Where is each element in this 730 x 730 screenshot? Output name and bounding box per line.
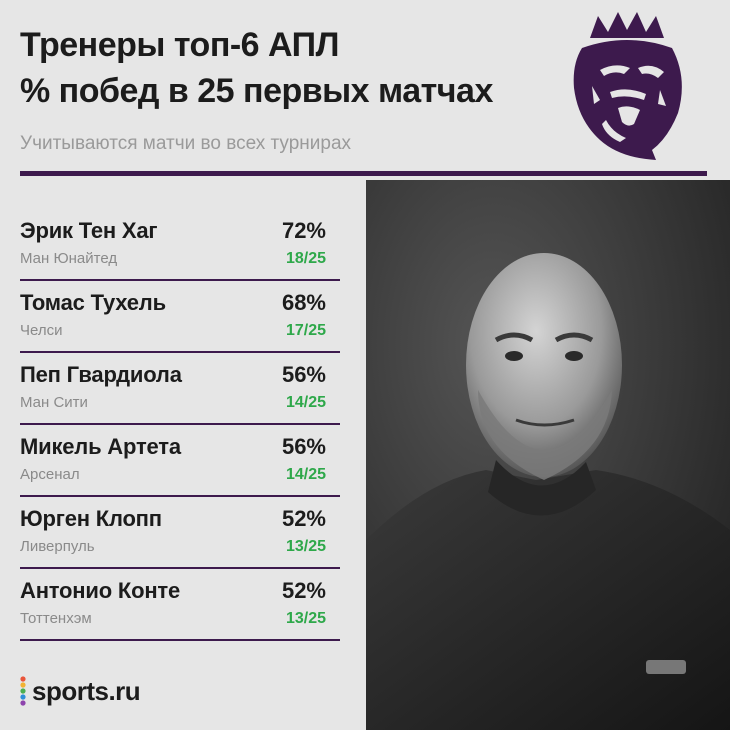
coach-name: Эрик Тен Хаг — [20, 218, 158, 243]
win-percent: 56% — [281, 434, 326, 459]
row-divider — [20, 639, 340, 641]
brand-label: sports.ru — [32, 675, 141, 706]
table-row: Микель Артета Арсенал 56% 14/25 — [20, 426, 340, 498]
row-divider — [20, 423, 340, 425]
win-percent: 72% — [281, 218, 326, 243]
row-divider — [20, 351, 340, 353]
header-divider — [20, 171, 707, 176]
club-name: Ливерпуль — [20, 538, 95, 555]
coach-portrait-illustration — [366, 180, 730, 730]
wins-ratio: 13/25 — [285, 538, 326, 555]
sports-ru-dots-icon — [20, 676, 26, 706]
coach-name: Микель Артета — [20, 434, 181, 459]
wins-ratio: 17/25 — [285, 322, 326, 339]
title-line-1: Тренеры топ-6 АПЛ — [20, 26, 339, 64]
coach-name: Томас Тухель — [20, 290, 166, 315]
win-percent: 68% — [281, 290, 326, 315]
page-title: Тренеры топ-6 АПЛ % побед в 25 первых ма… — [20, 22, 560, 114]
win-percent: 52% — [281, 578, 326, 603]
title-line-2: % побед в 25 первых матчах — [20, 72, 493, 110]
coach-portrait-photo — [366, 180, 730, 730]
table-row: Пеп Гвардиола Ман Сити 56% 14/25 — [20, 354, 340, 426]
subtitle: Учитываются матчи во всех турнирах — [20, 133, 352, 154]
coach-name: Антонио Конте — [20, 578, 181, 603]
coach-name: Пеп Гвардиола — [20, 362, 182, 387]
row-divider — [20, 279, 340, 281]
win-percent: 52% — [281, 506, 326, 531]
row-divider — [20, 495, 340, 497]
coach-name: Юрген Клопп — [20, 506, 162, 531]
wins-ratio: 18/25 — [285, 250, 326, 267]
club-name: Челси — [20, 322, 63, 339]
row-divider — [20, 567, 340, 569]
table-row: Юрген Клопп Ливерпуль 52% 13/25 — [20, 498, 340, 570]
coach-table: Эрик Тен Хаг Ман Юнайтед 72% 18/25 Томас Тух… — [20, 210, 340, 642]
club-name: Тоттенхэм — [20, 610, 92, 627]
table-row: Томас Тухель Челси 68% 17/25 — [20, 282, 340, 354]
wins-ratio: 13/25 — [285, 610, 326, 627]
table-row: Антонио Конте Тоттенхэм 52% 13/25 — [20, 570, 340, 642]
wins-ratio: 14/25 — [285, 394, 326, 411]
table-row: Эрик Тен Хаг Ман Юнайтед 72% 18/25 — [20, 210, 340, 282]
win-percent: 56% — [281, 362, 326, 387]
premier-league-lion-icon — [573, 12, 682, 160]
club-name: Ман Сити — [20, 394, 88, 411]
club-name: Ман Юнайтед — [20, 250, 118, 267]
brand-logo: sports.ru — [20, 674, 141, 708]
wins-ratio: 14/25 — [285, 466, 326, 483]
club-name: Арсенал — [20, 466, 80, 483]
